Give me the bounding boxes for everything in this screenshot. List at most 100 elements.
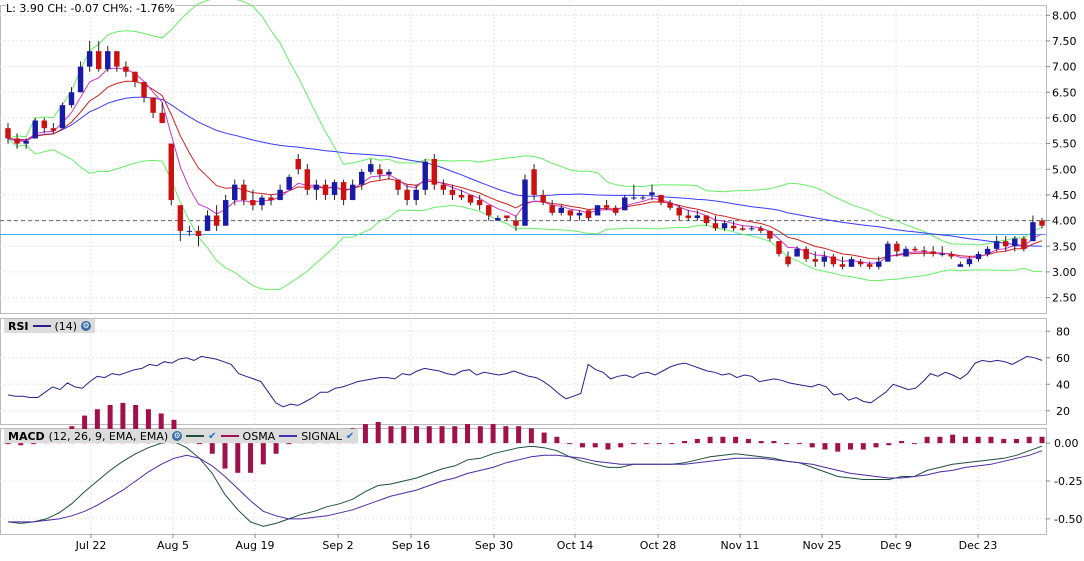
candle-body [485,205,492,216]
rsi-tick-label: 20 [1056,405,1070,418]
osma-bar [18,443,24,446]
candle-body [622,197,628,211]
osma-bar [426,426,432,444]
osma-bar [273,443,279,454]
candle-body [141,82,147,98]
candle-body [404,189,410,201]
osma-bar [362,424,368,444]
candle-body [14,138,20,144]
candle-body [32,120,38,139]
candle-body [440,184,447,190]
candle-body [386,171,392,175]
x-tick-label: Jul 22 [75,539,107,552]
osma-legend: OSMA [242,429,276,443]
osma-bar [401,426,407,444]
candle-body [776,241,782,254]
osma-bar [848,443,854,450]
price-tick-label: 3.50 [1052,240,1077,253]
candle-body [803,248,809,260]
macd-params: (12, 26, 9, EMA, EMA) [48,429,169,443]
candle-body [567,210,574,216]
candle-body [95,51,102,70]
osma-bar [196,443,202,445]
price-tick-label: 6.50 [1052,86,1077,99]
check-icon[interactable]: ✔ [208,430,217,442]
candle-body [232,184,238,201]
macd-tick-label: -0.50 [1054,513,1082,526]
candle-body [739,228,746,230]
osma-bar [1001,438,1007,444]
candle-body [1012,238,1018,247]
candle-body [1039,220,1045,226]
candle-body [467,194,474,203]
candle-body [658,194,664,203]
candle-body [957,264,964,267]
candle-body [549,205,555,213]
candle-body [794,248,800,257]
osma-bar [120,402,126,444]
candle-body [667,202,673,208]
candle-body [749,228,755,230]
candle-body [676,207,682,216]
gear-icon[interactable]: ⚙ [172,431,183,441]
candle-body [531,169,537,195]
osma-bar [222,443,228,469]
macd-label-box[interactable]: MACD (12, 26, 9, EMA, EMA) ⚙ ✔ OSMA SIGN… [4,429,359,443]
gear-icon[interactable]: ⚙ [81,321,92,331]
candle-body [349,184,356,201]
candle-body [495,218,501,221]
x-tick-label: Aug 19 [236,539,275,552]
check-icon[interactable]: ✔ [345,430,355,442]
candle-body [612,207,619,213]
candle-body [458,194,465,198]
candle-body [159,112,165,124]
candle-body [150,97,156,113]
candle-body [368,164,374,172]
osma-bar [452,426,458,444]
osma-bar [528,428,534,444]
osma-bar [899,441,905,444]
quote-readout: L: 3.90 CH: -0.07 CH%: -1.76% [6,2,175,15]
macd-line [7,441,1043,527]
candle-body [558,207,565,213]
candle-body [422,161,428,190]
osma-bar [643,443,649,445]
osma-bar [962,436,968,444]
candle-body [304,169,311,190]
candle-body [703,215,710,224]
candle-body [331,182,338,195]
candle-body [640,197,646,199]
candle-body [857,261,864,265]
osma-bar [1026,436,1032,444]
bollinger-lower [7,138,1043,291]
candle-body [540,194,546,203]
rsi-panel [0,318,1047,425]
candle-body [168,143,174,201]
rsi-tick-label: 60 [1056,352,1070,365]
candle-body [930,251,936,254]
candle-body [848,259,855,267]
candle-body [522,179,528,226]
candle-body [948,253,955,257]
candle-body [812,259,818,262]
candle-body [631,197,637,199]
candle-body [821,256,828,262]
rsi-label-box[interactable]: RSI (14) ⚙ [4,319,96,333]
osma-bar [911,443,917,445]
candle-body [576,212,583,216]
price-tick-label: 5.00 [1052,163,1077,176]
osma-bar [886,443,892,446]
price-panel [0,5,1047,314]
osma-bar [579,443,585,448]
osma-bar [822,443,828,450]
candle-body [894,243,900,252]
osma-bar [720,436,726,444]
osma-bar [158,413,164,444]
candle-body [250,200,256,206]
candle-body [785,256,791,265]
price-tick-label: 5.50 [1052,138,1077,151]
x-tick-label: Dec 23 [959,539,998,552]
candle-body [712,223,719,229]
candle-body [685,215,691,219]
x-tick-label: Sep 30 [475,539,513,552]
